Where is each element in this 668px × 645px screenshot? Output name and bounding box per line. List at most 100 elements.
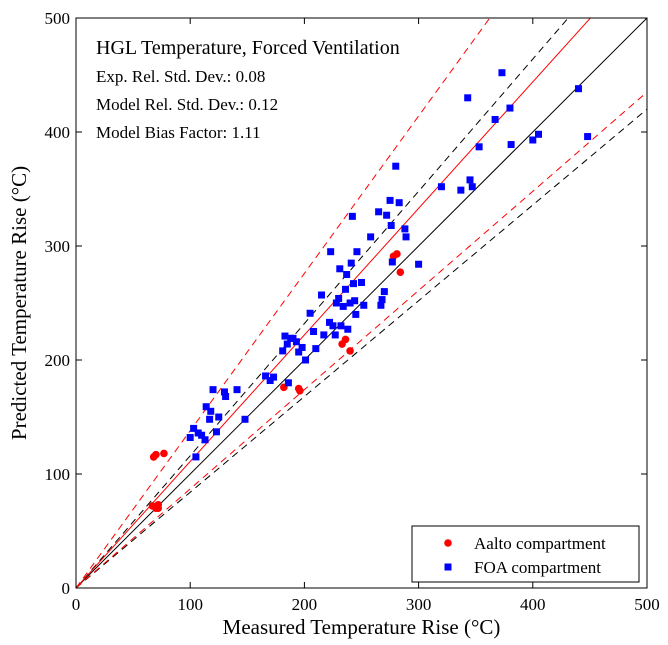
x-tick-label: 100 bbox=[177, 595, 203, 614]
x-tick-label: 0 bbox=[72, 595, 81, 614]
x-tick-label: 400 bbox=[520, 595, 546, 614]
foa-point bbox=[388, 258, 396, 266]
foa-point bbox=[343, 271, 351, 278]
exp-rel-std-dev-annotation: Exp. Rel. Std. Dev.: 0.08 bbox=[96, 67, 265, 86]
y-axis-label: Predicted Temperature Rise (°C) bbox=[7, 166, 31, 440]
foa-point bbox=[344, 325, 352, 333]
chart-title: HGL Temperature, Forced Ventilation bbox=[96, 37, 400, 59]
foa-point bbox=[302, 356, 310, 364]
foa-point bbox=[352, 310, 360, 318]
foa-point bbox=[378, 296, 386, 304]
foa-point bbox=[241, 415, 249, 423]
foa-point bbox=[375, 208, 383, 216]
x-tick-label: 200 bbox=[292, 595, 318, 614]
foa-point bbox=[222, 392, 230, 400]
foa-point bbox=[348, 212, 356, 220]
legend-label-foa: FOA compartment bbox=[474, 558, 601, 577]
model-lower-bound-line bbox=[76, 91, 647, 588]
model-rel-std-dev-annotation: Model Rel. Std. Dev.: 0.12 bbox=[96, 95, 278, 114]
foa-point bbox=[201, 436, 209, 444]
legend-label-aalto: Aalto compartment bbox=[474, 534, 606, 553]
foa-point bbox=[192, 453, 200, 461]
foa-point bbox=[295, 348, 303, 356]
x-axis-label: Measured Temperature Rise (°C) bbox=[223, 615, 501, 639]
foa-point bbox=[415, 260, 423, 268]
y-tick-label: 100 bbox=[45, 465, 71, 484]
reference-lines bbox=[76, 18, 647, 588]
x-tick-label: 300 bbox=[406, 595, 432, 614]
foa-point bbox=[186, 434, 194, 442]
foa-point bbox=[209, 386, 217, 394]
aalto-point bbox=[296, 386, 304, 395]
y-tick-label: 500 bbox=[45, 9, 71, 28]
plot-frame bbox=[75, 17, 648, 589]
foa-point bbox=[506, 104, 514, 112]
foa-point bbox=[298, 343, 306, 351]
foa-point bbox=[491, 115, 499, 123]
legend-marker-aalto bbox=[444, 539, 452, 547]
foa-point bbox=[437, 183, 445, 191]
foa-point bbox=[327, 248, 335, 256]
foa-point bbox=[220, 388, 228, 396]
legend-marker-foa bbox=[444, 563, 452, 571]
foa-point bbox=[206, 415, 214, 423]
foa-point bbox=[332, 299, 340, 307]
aalto-point bbox=[160, 449, 168, 458]
foa-point bbox=[190, 424, 198, 432]
foa-point bbox=[337, 322, 345, 330]
x-tick-label: 500 bbox=[634, 595, 660, 614]
foa-point bbox=[529, 136, 537, 144]
foa-point bbox=[284, 379, 292, 387]
foa-point bbox=[402, 233, 410, 241]
foa-point bbox=[283, 340, 291, 348]
foa-point bbox=[507, 141, 515, 149]
foa-point bbox=[212, 428, 220, 436]
foa-point bbox=[351, 297, 359, 305]
foa-point bbox=[360, 301, 368, 309]
foa-point bbox=[292, 338, 300, 346]
aalto-point bbox=[152, 450, 160, 459]
foa-point bbox=[380, 288, 388, 296]
foa-point bbox=[395, 199, 403, 207]
foa-point bbox=[401, 225, 409, 233]
foa-point bbox=[306, 309, 314, 317]
y-tick-label: 400 bbox=[45, 123, 71, 142]
foa-point bbox=[535, 130, 543, 138]
foa-point bbox=[329, 322, 337, 330]
foa-point bbox=[339, 302, 347, 310]
aalto-point bbox=[396, 268, 405, 277]
exp-lower-bound-line bbox=[76, 108, 647, 588]
foa-point bbox=[498, 69, 506, 77]
model-bias-line bbox=[76, 18, 592, 588]
foa-point bbox=[336, 265, 344, 273]
foa-point bbox=[464, 94, 472, 102]
foa-point bbox=[346, 299, 354, 307]
foa-point bbox=[358, 278, 365, 286]
foa-point bbox=[466, 176, 474, 184]
aalto-point bbox=[346, 347, 354, 355]
foa-point bbox=[233, 386, 241, 394]
foa-point bbox=[468, 183, 476, 191]
foa-point bbox=[350, 280, 358, 288]
foa-point bbox=[198, 431, 206, 439]
foa-point bbox=[377, 301, 385, 309]
foa-point bbox=[335, 294, 343, 302]
foa-point bbox=[353, 248, 361, 256]
foa-point bbox=[574, 85, 582, 93]
foa-point bbox=[342, 285, 350, 293]
y-tick-label: 300 bbox=[45, 237, 71, 256]
foa-point bbox=[386, 196, 394, 204]
model-bias-factor-annotation: Model Bias Factor: 1.11 bbox=[96, 123, 261, 142]
foa-point bbox=[584, 133, 592, 141]
foa-point bbox=[312, 345, 320, 353]
foa-point bbox=[320, 331, 328, 339]
aalto-point bbox=[393, 250, 401, 258]
foa-point bbox=[202, 403, 210, 411]
y-tick-label: 200 bbox=[45, 351, 71, 370]
foa-point bbox=[207, 407, 215, 415]
foa-point bbox=[387, 221, 395, 229]
foa-point bbox=[347, 259, 355, 267]
y-tick-label: 0 bbox=[62, 579, 71, 598]
foa-point bbox=[318, 291, 326, 299]
foa-point bbox=[392, 162, 400, 170]
